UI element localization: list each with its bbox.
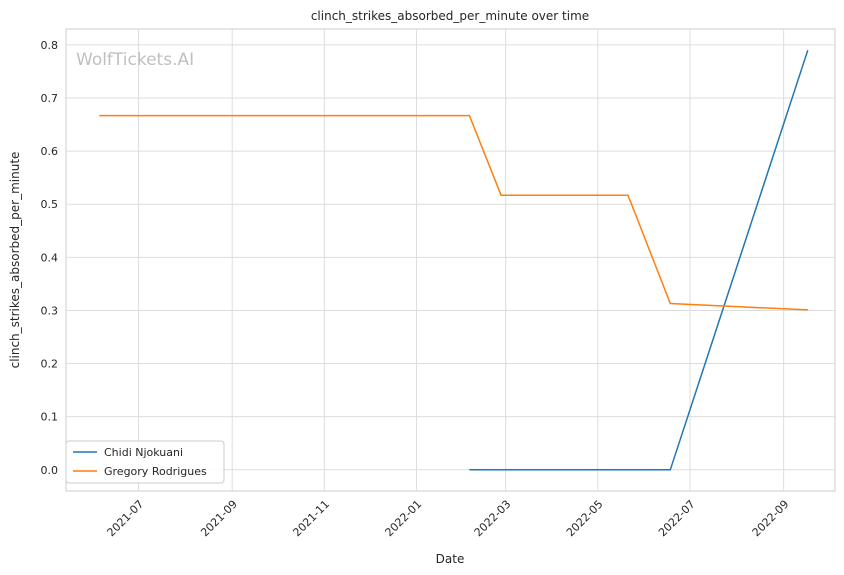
y-tick-label: 0.1 [41, 411, 59, 424]
legend-box [65, 440, 225, 484]
legend: Chidi Njokuani Gregory Rodrigues [65, 440, 225, 484]
series-line-gregory-rodrigues [99, 114, 808, 311]
y-tick-label: 0.7 [41, 92, 59, 105]
x-axis-label: Date [436, 552, 465, 566]
legend-label-chidi-njokuani: Chidi Njokuani [104, 446, 183, 459]
y-tick-label: 0.5 [41, 198, 59, 211]
y-tick-label: 0.4 [41, 251, 59, 264]
grid [66, 29, 835, 491]
x-tick-label: 2022-01 [383, 498, 425, 540]
watermark: WolfTickets.AI [76, 50, 194, 70]
x-tick-label: 2021-11 [290, 498, 332, 540]
y-tick-label: 0.6 [41, 145, 59, 158]
x-tick-label: 2021-09 [198, 498, 240, 540]
chart-title: clinch_strikes_absorbed_per_minute over … [311, 9, 589, 23]
y-tick-label: 0.2 [41, 358, 59, 371]
plot-area [65, 28, 836, 492]
y-tick-label: 0.8 [41, 39, 59, 52]
y-tick-label: 0.0 [41, 464, 59, 477]
x-tick-label: 2022-07 [656, 498, 698, 540]
x-tick-label: 2022-05 [564, 498, 606, 540]
y-axis-label: clinch_strikes_absorbed_per_minute [8, 152, 22, 369]
y-tick-label: 0.3 [41, 304, 59, 317]
series-line-chidi-njokuani [469, 49, 809, 471]
x-tick-label: 2022-03 [472, 498, 514, 540]
legend-label-gregory-rodrigues: Gregory Rodrigues [104, 465, 207, 478]
x-tick-label: 2021-07 [105, 498, 147, 540]
series-layer [99, 49, 809, 471]
x-tick-label: 2022-09 [750, 498, 792, 540]
